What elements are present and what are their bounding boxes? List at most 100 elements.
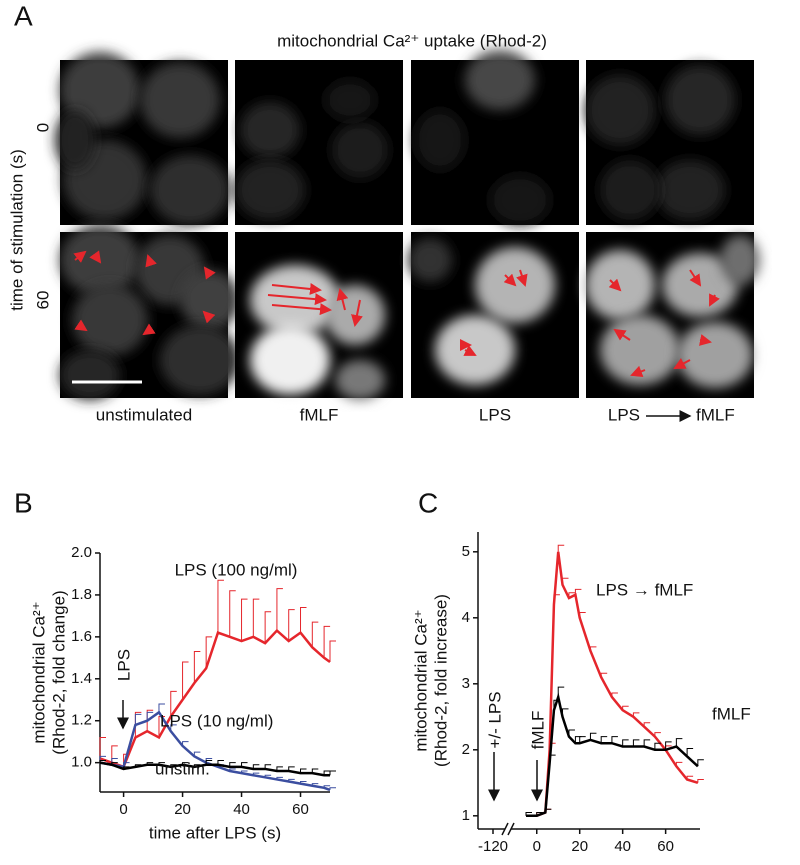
error-bar: [329, 787, 336, 790]
cell: [490, 175, 550, 225]
y-axis-label: (Rhod-2, fold increase): [431, 594, 450, 767]
x-tick-label: 0: [533, 838, 541, 855]
cell: [55, 110, 95, 170]
error-bar: [217, 579, 224, 633]
error-bar: [311, 768, 319, 774]
cell: [655, 160, 725, 220]
arrow: [351, 299, 363, 327]
cell: [415, 110, 465, 170]
error-bar: [182, 661, 189, 700]
cell: [677, 322, 753, 388]
arrow: [516, 269, 528, 287]
arrow: [202, 310, 216, 324]
arrow: [142, 323, 156, 336]
arrow: [73, 250, 87, 263]
x-axis-label: time after LPS (s): [149, 823, 281, 842]
error-bar: [622, 739, 629, 747]
cell: [335, 360, 385, 400]
cell: [720, 235, 760, 285]
error-bar: [288, 766, 295, 772]
error-bar: [229, 762, 236, 767]
cell: [465, 50, 535, 110]
error-bar: [205, 760, 213, 765]
cell: [140, 62, 220, 138]
cell: [325, 285, 385, 345]
error-bar: [99, 736, 106, 759]
arrow: [689, 269, 702, 287]
y-tick-label: 3: [462, 675, 470, 692]
error-bar: [665, 741, 672, 750]
error-bar: [600, 736, 608, 744]
arrow: [608, 278, 622, 292]
error-bar: [134, 713, 142, 725]
error-bar: [193, 651, 201, 683]
cell: [60, 350, 120, 400]
arrow: [145, 254, 157, 268]
y-axis-label: (Rhod-2, fold change): [49, 590, 68, 754]
series-line: [99, 761, 330, 777]
y-tick-label: 1.8: [71, 586, 92, 603]
cell: [240, 102, 300, 158]
y-tick-label: 2.0: [71, 544, 92, 561]
x-tick-label: -120: [478, 838, 508, 855]
cell: [60, 52, 140, 128]
series-line: [526, 551, 699, 818]
cell: [600, 160, 660, 220]
column-label: fMLF: [300, 405, 339, 424]
error-bar: [589, 732, 597, 740]
cell: [60, 225, 140, 295]
series-line: [99, 628, 331, 769]
error-bar: [229, 590, 236, 637]
series-label: fMLF: [712, 704, 751, 723]
cells: [235, 80, 388, 220]
error-bar: [574, 588, 582, 595]
arrow: [267, 293, 327, 306]
cell: [72, 284, 148, 356]
error-bar: [329, 640, 336, 663]
y-tick-label: 4: [462, 609, 470, 626]
y-tick-label: 1: [462, 807, 470, 824]
error-bar: [557, 544, 565, 552]
cell: [250, 325, 330, 395]
x-tick-label: 40: [233, 801, 250, 818]
error-bar: [264, 611, 272, 644]
error-bar: [323, 625, 331, 658]
cells: [415, 50, 550, 225]
cell: [160, 325, 240, 395]
panel-letter: A: [14, 0, 33, 31]
cell: [585, 250, 655, 320]
cell: [600, 315, 680, 385]
arrow: [613, 328, 631, 341]
x-tick-label: 20: [571, 838, 588, 855]
error-bar: [146, 709, 154, 732]
error-bar: [170, 690, 177, 717]
x-tick-label: 60: [657, 838, 674, 855]
panel-title: mitochondrial Ca²⁺ uptake (Rhod-2): [277, 31, 547, 50]
error-bar: [643, 739, 651, 747]
error-bar: [697, 759, 704, 767]
arrow: [74, 319, 88, 332]
error-bar: [579, 736, 586, 744]
error-bar: [111, 745, 118, 763]
cell: [235, 160, 305, 220]
error-bar: [146, 711, 154, 721]
cell: [332, 122, 388, 178]
error-bar: [611, 736, 618, 744]
y-tick-label: 2: [462, 741, 470, 758]
row-label: 0: [33, 123, 52, 132]
error-bar: [264, 764, 272, 769]
arrow: [699, 334, 712, 346]
cell: [408, 238, 452, 282]
arrow: [503, 273, 517, 287]
y-tick-label: 1.0: [71, 754, 92, 771]
arrow: [709, 293, 720, 307]
y-tick-label: 1.6: [71, 628, 92, 645]
cell: [325, 80, 375, 120]
cell: [665, 65, 735, 135]
error-bar: [276, 588, 283, 631]
cell: [585, 75, 655, 145]
series-line: [526, 692, 699, 818]
y-tick-label: 5: [462, 543, 470, 560]
x-tick-label: 40: [614, 838, 631, 855]
